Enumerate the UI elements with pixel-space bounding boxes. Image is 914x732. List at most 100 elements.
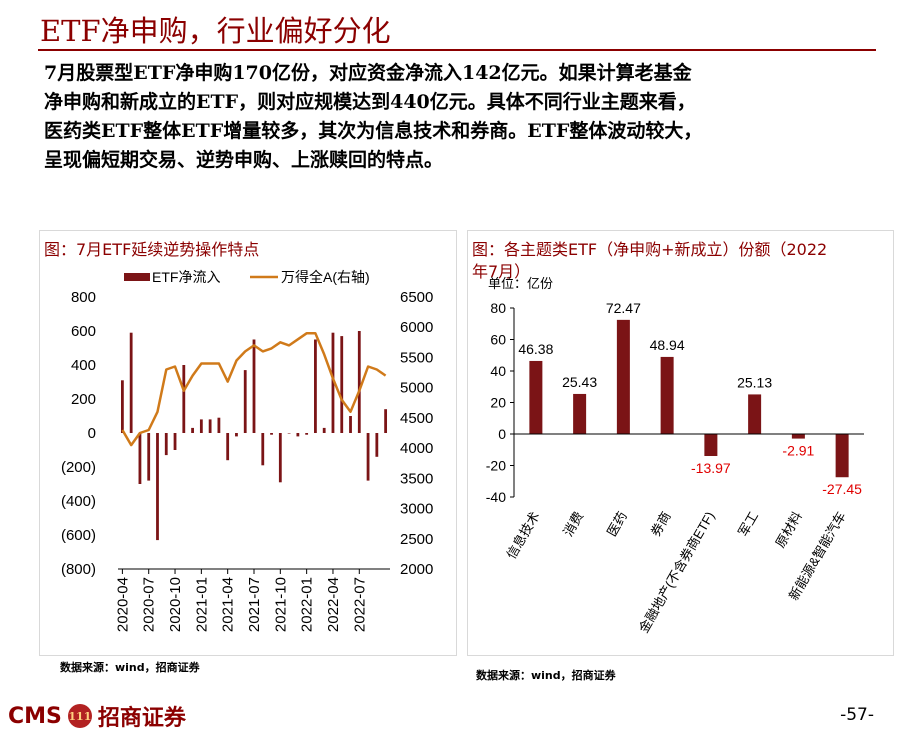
flow-bar — [164, 433, 168, 456]
legend-label-line: 万得全A(右轴) — [281, 269, 370, 285]
flow-bar — [217, 417, 221, 433]
y-tick-label: 80 — [490, 300, 506, 316]
flow-bar — [235, 433, 238, 437]
y-right-tick-label: 4000 — [400, 440, 433, 457]
summary-line: 医药类ETF整体ETF增量较多，其次为信息技术和券商。ETF整体波动较大， — [44, 120, 703, 142]
flow-bar — [208, 419, 212, 433]
y-left-tick-label: (200) — [61, 459, 96, 476]
x-tick-label: 2021-01 — [193, 577, 210, 632]
etf-flow-chart: ETF净流入 万得全A(右轴) 8006004002000(200)(400)(… — [61, 269, 433, 632]
category-label: 医药 — [604, 509, 630, 539]
y-left-tick-label: (600) — [61, 527, 96, 544]
category-label: 券商 — [648, 509, 674, 539]
flow-bar — [156, 433, 159, 541]
brand-cn: 招商证券 — [97, 705, 186, 731]
y-right-tick-label: 6500 — [400, 289, 433, 306]
flow-bar — [314, 339, 317, 433]
flow-bar — [278, 433, 282, 483]
bar-value-label: 46.38 — [518, 341, 553, 357]
category-label: 军工 — [735, 509, 761, 539]
theme-bar — [748, 394, 762, 434]
flow-bar — [147, 433, 151, 481]
flow-bar — [322, 427, 326, 433]
flow-bar — [366, 433, 370, 481]
theme-bar — [835, 434, 849, 478]
flow-bar — [182, 365, 186, 433]
y-right-tick-label: 2000 — [400, 561, 433, 578]
right-y-axis-labels: 6500 6000 5500 5000 4500 4000 3500 3000 2500 2000 — [400, 289, 433, 578]
theme-etf-chart-panel: 图：各主题类ETF（净申购+新成立）份额（2022 年7月） 单位：亿份 80 6… — [467, 230, 894, 682]
theme-bar — [573, 393, 587, 434]
theme-bar — [791, 434, 805, 439]
x-tick-label: 2022-04 — [325, 577, 342, 632]
unit-label: 单位：亿份 — [488, 276, 553, 291]
bar-value-label: -2.91 — [782, 443, 814, 459]
y-right-tick-label: 5500 — [400, 349, 433, 366]
y-left-tick-label: (800) — [61, 561, 96, 578]
category-label: 原材料 — [772, 509, 804, 550]
flow-bar — [252, 339, 256, 433]
summary-line: 呈现偏短期交易、逆势申购、上涨赎回的特点。 — [44, 149, 444, 171]
flow-bar — [357, 331, 361, 433]
bar-value-label: 25.13 — [737, 374, 772, 390]
flow-bar — [296, 433, 300, 437]
theme-bar — [616, 319, 630, 434]
y-left-tick-label: 600 — [71, 323, 96, 340]
left-chart-title: 图：7月ETF延续逆势操作特点 — [44, 240, 260, 259]
legend-label-bar: ETF净流入 — [152, 269, 220, 285]
theme-bar — [529, 360, 543, 434]
y-right-tick-label: 2500 — [400, 531, 433, 548]
x-tick-label: 2022-07 — [351, 577, 368, 632]
brand-en: CMS — [8, 703, 62, 729]
flow-bar — [305, 433, 309, 435]
y-right-tick-label: 5000 — [400, 380, 433, 397]
right-chart-title-line2: 年7月） — [472, 262, 531, 281]
theme-bar — [704, 434, 718, 457]
bar-value-label: 72.47 — [606, 300, 641, 316]
x-tick-label: 2021-07 — [246, 577, 263, 632]
flow-bar — [287, 433, 291, 434]
theme-etf-chart: 单位：亿份 80 60 40 20 0 -20 -40 46.38 25.43 72.47 48.… — [486, 276, 864, 635]
category-label: 信息技术 — [503, 509, 542, 562]
summary-line: 7月股票型ETF净申购170亿份，对应资金净流入142亿元。如果计算老基金 — [44, 62, 692, 84]
page-number: -57- — [840, 705, 874, 725]
right-chart-y-axis: 80 60 40 20 0 -20 -40 — [486, 300, 515, 505]
category-label: 消费 — [560, 509, 586, 539]
right-chart-source: 数据来源：wind，招商证券 — [476, 669, 616, 682]
flow-bar — [349, 416, 352, 433]
etf-flow-chart-panel: 图：7月ETF延续逆势操作特点 ETF净流入 万得全A(右轴) 800 600 40… — [39, 230, 457, 674]
page-title: ETF净申购，行业偏好分化 — [40, 14, 391, 48]
flow-bar — [340, 336, 344, 433]
flow-bar — [375, 433, 379, 457]
left-x-axis: 2020-04 2020-07 2020-10 2021-01 2021-04 2021-… — [114, 568, 390, 632]
wind-index-line-group — [121, 332, 387, 447]
flow-bar — [120, 380, 124, 433]
y-left-tick-label: 800 — [71, 289, 96, 306]
legend-swatch-bar — [124, 273, 150, 281]
bar-value-label: 25.43 — [562, 374, 597, 390]
y-tick-label: 0 — [498, 426, 506, 442]
flow-bar — [191, 427, 194, 433]
theme-bar — [660, 356, 674, 434]
x-tick-label: 2020-04 — [114, 577, 131, 632]
y-tick-label: 40 — [490, 363, 506, 379]
category-label: 金融地产(不含券商ETF) — [636, 509, 718, 635]
y-left-tick-label: (400) — [61, 493, 96, 510]
flow-bar — [261, 433, 265, 466]
y-tick-label: 20 — [490, 395, 506, 411]
y-tick-label: 60 — [490, 332, 506, 348]
flow-bar — [173, 433, 177, 450]
flow-bar — [270, 433, 273, 435]
theme-etf-bars: 46.38 25.43 72.47 48.94 -13.97 25.13 -2.91 -27.… — [518, 300, 862, 497]
bar-value-label: 48.94 — [650, 337, 685, 353]
x-tick-label: 2021-10 — [272, 577, 289, 632]
y-left-tick-label: 200 — [71, 391, 96, 408]
flow-bar — [384, 409, 388, 433]
wind-index-line — [121, 332, 387, 447]
y-tick-label: -40 — [486, 489, 506, 505]
bar-value-label: -27.45 — [822, 481, 862, 497]
right-chart-title-line1: 图：各主题类ETF（净申购+新成立）份额（2022 — [472, 240, 828, 259]
cms-logo: CMS 111 招商证券 — [8, 700, 186, 732]
flow-bar — [199, 419, 203, 433]
